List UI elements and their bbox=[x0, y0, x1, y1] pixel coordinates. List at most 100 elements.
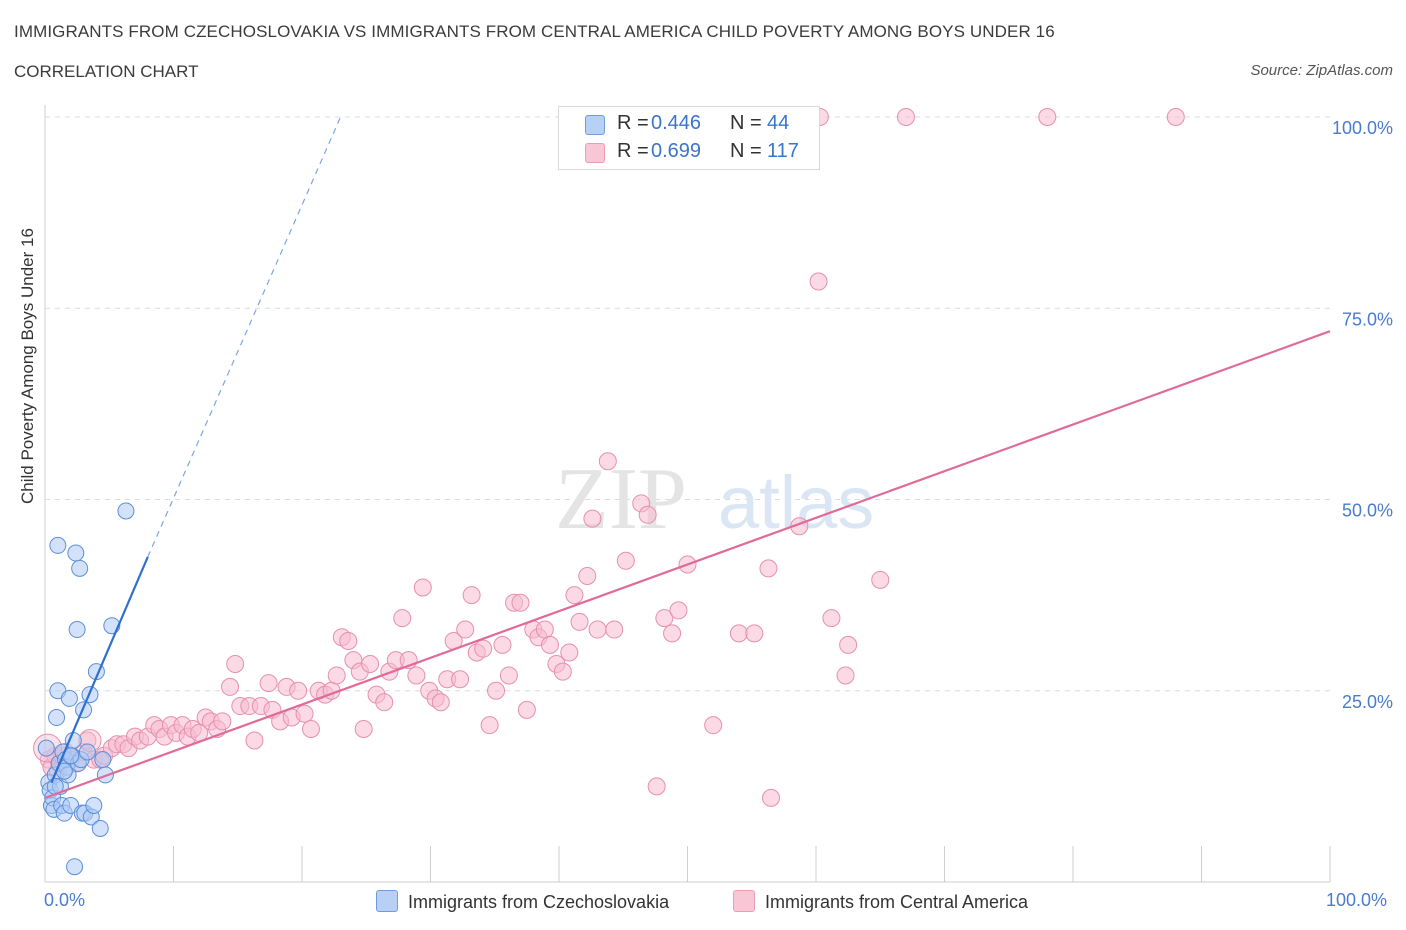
data-point-central-america bbox=[413, 578, 432, 597]
chart-title: IMMIGRANTS FROM CZECHOSLOVAKIA VS IMMIGR… bbox=[14, 22, 1055, 41]
data-point-central-america bbox=[578, 567, 597, 585]
data-point-czechoslovakia bbox=[94, 751, 112, 769]
data-point-central-america bbox=[407, 666, 426, 685]
data-point-central-america bbox=[822, 609, 841, 628]
bottom-legend-central-america: Immigrants from Central America bbox=[733, 890, 1028, 913]
data-point-central-america bbox=[663, 624, 682, 643]
data-point-central-america bbox=[462, 586, 481, 605]
data-point-central-america bbox=[289, 681, 308, 700]
x-tick-label-max: 100.0% bbox=[1326, 890, 1388, 910]
data-point-central-america bbox=[560, 643, 579, 662]
bottom-legend-label: Immigrants from Czechoslovakia bbox=[408, 892, 670, 912]
data-point-central-america bbox=[375, 693, 394, 712]
bottom-legend-swatch-blue bbox=[376, 890, 398, 912]
data-point-central-america bbox=[598, 452, 617, 471]
data-point-czechoslovakia bbox=[85, 797, 103, 814]
grid-lines bbox=[45, 116, 1330, 692]
data-point-czechoslovakia bbox=[37, 739, 55, 757]
legend-r-label: R = bbox=[617, 140, 649, 162]
axes bbox=[44, 105, 1331, 883]
data-point-czechoslovakia bbox=[49, 536, 67, 554]
data-point-central-america bbox=[499, 666, 518, 685]
legend-n-value: 117 bbox=[767, 140, 799, 162]
data-point-central-america bbox=[226, 654, 245, 673]
data-point-central-america bbox=[583, 509, 602, 528]
data-point-central-america bbox=[541, 635, 560, 654]
data-point-central-america bbox=[759, 559, 778, 578]
data-point-central-america bbox=[647, 777, 666, 796]
data-point-central-america bbox=[431, 693, 450, 712]
legend-swatch-blue bbox=[585, 115, 605, 135]
data-point-central-america bbox=[327, 666, 346, 685]
y-tick-label: 25.0% bbox=[1342, 692, 1393, 712]
series-czechoslovakia-points bbox=[37, 502, 135, 876]
legend-r-value: 0.446 bbox=[651, 112, 702, 134]
x-tick-label-min: 0.0% bbox=[44, 890, 86, 910]
data-point-czechoslovakia bbox=[67, 544, 85, 562]
data-point-central-america bbox=[745, 624, 764, 643]
data-point-czechoslovakia bbox=[78, 743, 96, 761]
legend-n-label: N = bbox=[730, 140, 762, 162]
data-point-central-america bbox=[729, 624, 748, 643]
legend-r-value: 0.699 bbox=[651, 140, 702, 162]
series-central-america-points bbox=[33, 108, 1185, 807]
data-point-central-america bbox=[361, 654, 380, 673]
data-point-czechoslovakia bbox=[60, 689, 78, 707]
legend-n-label: N = bbox=[730, 112, 762, 134]
data-point-central-america bbox=[762, 788, 781, 807]
data-point-central-america bbox=[1166, 108, 1185, 126]
bottom-legend-label: Immigrants from Central America bbox=[765, 892, 1029, 912]
data-point-central-america bbox=[655, 609, 674, 628]
data-point-central-america bbox=[474, 639, 493, 658]
trendline-czechoslovakia bbox=[50, 556, 149, 783]
data-point-czechoslovakia bbox=[66, 858, 84, 876]
data-point-central-america bbox=[451, 670, 470, 689]
bottom-legend-swatch-pink bbox=[733, 890, 755, 912]
chart-subtitle: CORRELATION CHART bbox=[14, 62, 199, 81]
data-point-central-america bbox=[487, 681, 506, 700]
y-axis-label: Child Poverty Among Boys Under 16 bbox=[18, 228, 37, 504]
data-point-central-america bbox=[456, 620, 475, 639]
legend-r-label: R = bbox=[617, 112, 649, 134]
bottom-legend-czechoslovakia: Immigrants from Czechoslovakia bbox=[376, 890, 669, 913]
data-point-central-america bbox=[616, 551, 635, 570]
data-point-central-america bbox=[213, 712, 232, 731]
watermark-zip: ZIP bbox=[555, 451, 687, 548]
data-point-central-america bbox=[669, 601, 688, 620]
data-point-central-america bbox=[565, 586, 584, 605]
data-point-central-america bbox=[295, 704, 314, 723]
data-point-central-america bbox=[605, 620, 624, 639]
data-point-central-america bbox=[896, 108, 915, 126]
source-credit: Source: ZipAtlas.com bbox=[1250, 62, 1393, 79]
data-point-central-america bbox=[480, 716, 499, 735]
trendlines bbox=[44, 116, 1331, 799]
data-point-central-america bbox=[809, 272, 828, 291]
data-point-central-america bbox=[638, 505, 657, 524]
data-point-central-america bbox=[553, 662, 572, 681]
data-point-central-america bbox=[339, 632, 358, 651]
data-point-central-america bbox=[259, 674, 278, 693]
data-point-czechoslovakia bbox=[71, 559, 89, 577]
data-point-central-america bbox=[354, 720, 373, 738]
data-point-central-america bbox=[535, 620, 554, 639]
y-tick-label: 50.0% bbox=[1342, 501, 1393, 521]
data-point-central-america bbox=[1038, 108, 1057, 126]
data-point-central-america bbox=[245, 731, 264, 750]
data-point-central-america bbox=[839, 635, 858, 654]
data-point-central-america bbox=[570, 612, 589, 631]
data-point-czechoslovakia bbox=[48, 709, 66, 727]
data-point-central-america bbox=[588, 620, 607, 639]
data-point-central-america bbox=[493, 635, 512, 654]
y-tick-label: 75.0% bbox=[1342, 309, 1393, 329]
legend-swatch-pink bbox=[585, 143, 605, 163]
data-point-central-america bbox=[221, 677, 240, 696]
y-tick-labels: 25.0% 50.0% 75.0% 100.0% bbox=[1332, 118, 1393, 712]
data-point-central-america bbox=[871, 570, 890, 589]
data-point-central-america bbox=[836, 666, 855, 685]
data-point-central-america bbox=[517, 700, 536, 719]
legend-n-value: 44 bbox=[767, 112, 790, 134]
trendline-czechoslovakia-extension bbox=[147, 116, 342, 558]
trendline-central-america bbox=[44, 330, 1331, 799]
data-point-central-america bbox=[393, 609, 412, 628]
